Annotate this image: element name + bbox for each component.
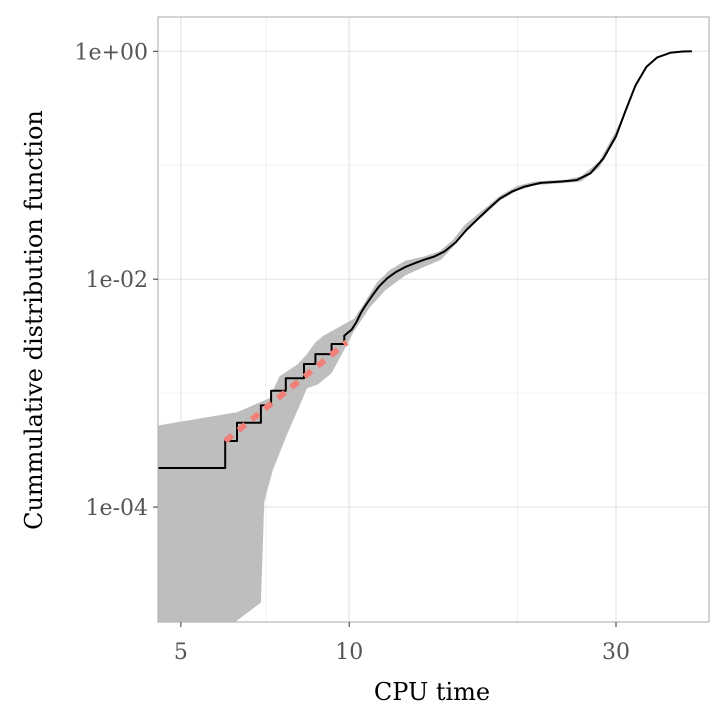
plot-marks (158, 50, 692, 623)
y-axis-title: Cummulative distribution function (20, 110, 48, 530)
x-axis-title: CPU time (374, 678, 490, 706)
x-tick-label: 30 (602, 640, 630, 665)
panel-border (157, 16, 710, 623)
y-tick-label: 1e-02 (86, 268, 148, 293)
x-tick-label: 5 (174, 640, 188, 665)
major-gridlines (158, 17, 709, 622)
y-tick-label: 1e+00 (75, 40, 148, 65)
x-axis-ticks: 5 10 30 (174, 622, 630, 665)
minor-gridlines (158, 17, 709, 622)
y-tick-label: 1e-04 (86, 496, 148, 521)
x-tick-label: 10 (335, 640, 363, 665)
y-axis-ticks: 1e-04 1e-02 1e+00 (75, 40, 158, 521)
confidence-band (158, 51, 686, 623)
empirical-cdf-line (158, 50, 692, 469)
